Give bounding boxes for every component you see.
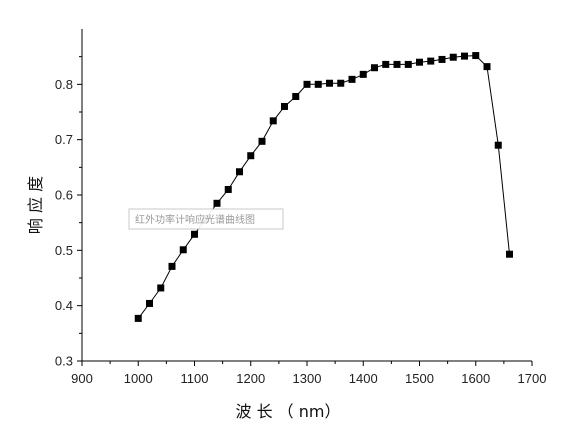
data-point-marker [157,284,165,292]
series-markers [134,52,513,322]
data-point-marker [371,64,378,72]
data-point-marker [404,60,412,68]
data-point-marker [438,55,446,63]
y-tick-label: 0.7 [55,132,73,147]
data-point-marker [247,152,255,160]
data-point-marker [168,262,176,270]
data-point-marker [269,117,277,125]
watermark-box [128,208,284,230]
data-point-marker [494,141,502,149]
y-tick-label: 0.6 [55,188,73,203]
data-point-marker [348,75,356,83]
x-tick-label: 1000 [124,371,153,386]
series-polyline [137,55,510,319]
data-point-marker [326,79,333,87]
data-point-marker [506,250,513,258]
data-point-marker [236,168,243,176]
x-tick-label: 1500 [405,371,434,386]
x-tick-label: 1700 [518,371,547,386]
x-axis-ticks: 900 1000 1100 1200 1300 1400 1500 1600 1700 [71,361,546,386]
data-point-marker [427,57,435,65]
plot-frame [81,29,532,362]
x-tick-label: 1100 [181,371,209,386]
x-tick-label: 1300 [293,371,322,386]
data-point-marker [337,79,345,87]
y-axis-title: 响 应 度 [26,176,45,234]
y-tick-label: 0.5 [55,243,73,258]
series-line [137,55,510,319]
data-point-marker [449,53,457,61]
x-tick-label: 1200 [236,371,265,386]
data-point-marker [258,137,266,145]
data-point-marker [483,63,491,71]
x-tick-label: 900 [71,371,93,386]
y-tick-label: 0.8 [55,77,73,92]
x-tick-label: 1600 [461,371,490,386]
x-axis-title: 波 长 （ nm） [236,402,341,421]
data-point-marker [416,58,423,66]
data-point-marker [191,230,198,238]
data-point-marker [134,314,142,322]
data-point-marker [281,102,288,110]
y-tick-label: 0.4 [55,298,73,313]
y-axis-ticks: 0.3 0.4 0.5 0.6 0.7 0.8 [55,56,82,369]
data-point-marker [314,80,322,88]
data-point-marker [461,52,468,60]
data-point-marker [179,246,187,254]
watermark-text: 红外功率计响应光谱曲线图 [135,213,255,226]
data-point-marker [303,80,311,88]
data-point-marker [359,70,367,78]
data-point-marker [472,52,480,60]
data-point-marker [292,93,300,101]
data-point-marker [382,60,390,68]
data-point-marker [213,199,221,207]
watermark-badge: 红外功率计响应光谱曲线图 [128,208,284,230]
data-point-marker [393,60,401,68]
x-tick-label: 1400 [349,371,378,386]
y-tick-label: 0.3 [55,354,73,369]
data-point-marker [146,299,153,307]
data-point-marker [224,185,232,193]
